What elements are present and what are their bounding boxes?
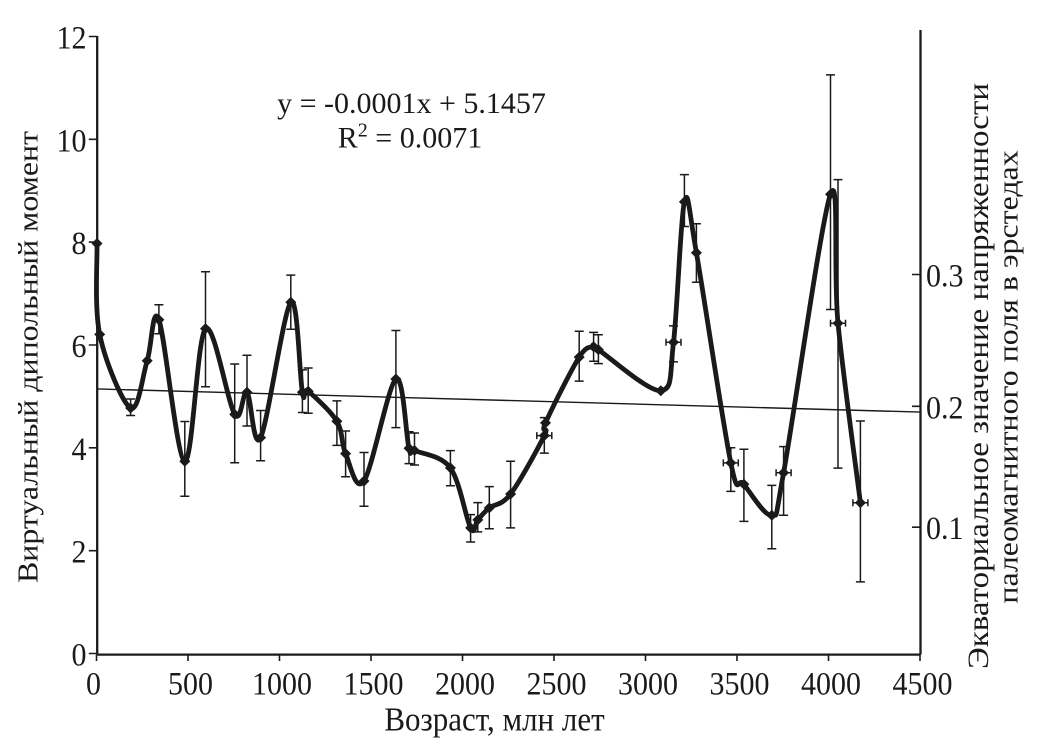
svg-text:y = -0.0001x + 5.1457: y = -0.0001x + 5.1457 bbox=[277, 87, 546, 120]
svg-text:Возраст, млн лет: Возраст, млн лет bbox=[384, 701, 604, 739]
svg-text:4: 4 bbox=[72, 430, 87, 467]
svg-text:4500: 4500 bbox=[893, 665, 953, 702]
svg-text:3500: 3500 bbox=[710, 665, 770, 702]
svg-text:Виртуальный дипольный момент: Виртуальный дипольный момент bbox=[12, 131, 44, 583]
svg-text:R2 = 0.0071: R2 = 0.0071 bbox=[338, 120, 482, 155]
svg-text:2: 2 bbox=[72, 533, 87, 570]
svg-text:0.1: 0.1 bbox=[926, 510, 963, 547]
svg-text:6: 6 bbox=[72, 328, 87, 365]
svg-text:2500: 2500 bbox=[527, 665, 587, 702]
svg-text:4000: 4000 bbox=[801, 665, 861, 702]
svg-text:0: 0 bbox=[86, 665, 101, 702]
svg-text:0.3: 0.3 bbox=[926, 257, 963, 294]
svg-text:1000: 1000 bbox=[252, 665, 312, 702]
svg-text:500: 500 bbox=[168, 665, 213, 702]
svg-text:2000: 2000 bbox=[435, 665, 495, 702]
svg-text:12: 12 bbox=[57, 19, 87, 56]
svg-text:0: 0 bbox=[72, 636, 87, 673]
svg-text:Экваториальное значение напряж: Экваториальное значение напряженности bbox=[961, 83, 994, 669]
svg-text:палеомагнитного поля в эрстеда: палеомагнитного поля в эрстедах bbox=[992, 150, 1024, 603]
svg-text:10: 10 bbox=[57, 122, 87, 159]
svg-text:1500: 1500 bbox=[344, 665, 404, 702]
svg-text:3000: 3000 bbox=[618, 665, 678, 702]
svg-text:0.2: 0.2 bbox=[926, 389, 963, 426]
svg-text:8: 8 bbox=[72, 225, 87, 262]
